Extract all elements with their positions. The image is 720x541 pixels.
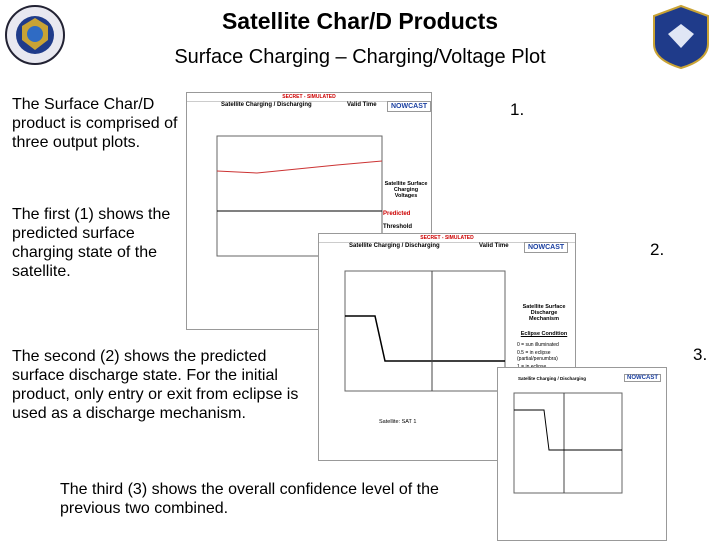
plot [513,392,623,494]
screenshot-number: 2. [650,240,665,259]
screenshot: Satellite Charging / Discharging NOWCAST [497,367,667,541]
screenshot-number: 1. [510,100,525,119]
paragraph: The third (3) shows the overall confiden… [60,481,439,517]
screenshot-number: 3. [693,345,708,364]
legend-entry: Predicted [383,211,411,217]
paragraph: The second (2) shows the predicted surfa… [12,348,299,422]
legend-subtitle: Eclipse Condition [520,331,568,337]
legend-entry: 0 = sun illuminated [517,342,559,348]
legend-title: Satellite Surface Charging Voltages [384,181,428,199]
paragraph: The Surface Char/D product is comprised … [12,96,178,151]
mode-badge: NOWCAST [524,242,569,253]
right-logo [653,4,709,70]
mode-badge: NOWCAST [624,374,661,382]
legend-title: Satellite Surface Discharge Mechanism [522,304,566,322]
footer: Satellite: SAT 1 [379,419,417,425]
screenshot-title: Satellite Charging / Discharging [221,102,312,108]
legend-entry: Threshold [383,224,413,230]
subtitle: Surface Charging – Charging/Voltage Plot [174,46,546,68]
plot [216,135,383,257]
screenshot-title: Satellite Charging / Discharging [518,376,587,381]
screenshot-title: Satellite Charging / Discharging [349,243,440,249]
banner: SECRET - SIMULATED [187,93,431,102]
left-logo [5,5,65,65]
paragraph: The first (1) shows the predicted surfac… [12,206,171,280]
valid-time: Valid Time [347,102,377,108]
title: Satellite Char/D Products [221,8,499,34]
plot [344,270,506,392]
valid-time: Valid Time [479,243,509,249]
banner: SECRET - SIMULATED [319,234,575,243]
legend-entry: 0.5 = in eclipse (partial/penumbra) [517,350,558,362]
mode-badge: NOWCAST [387,101,431,112]
